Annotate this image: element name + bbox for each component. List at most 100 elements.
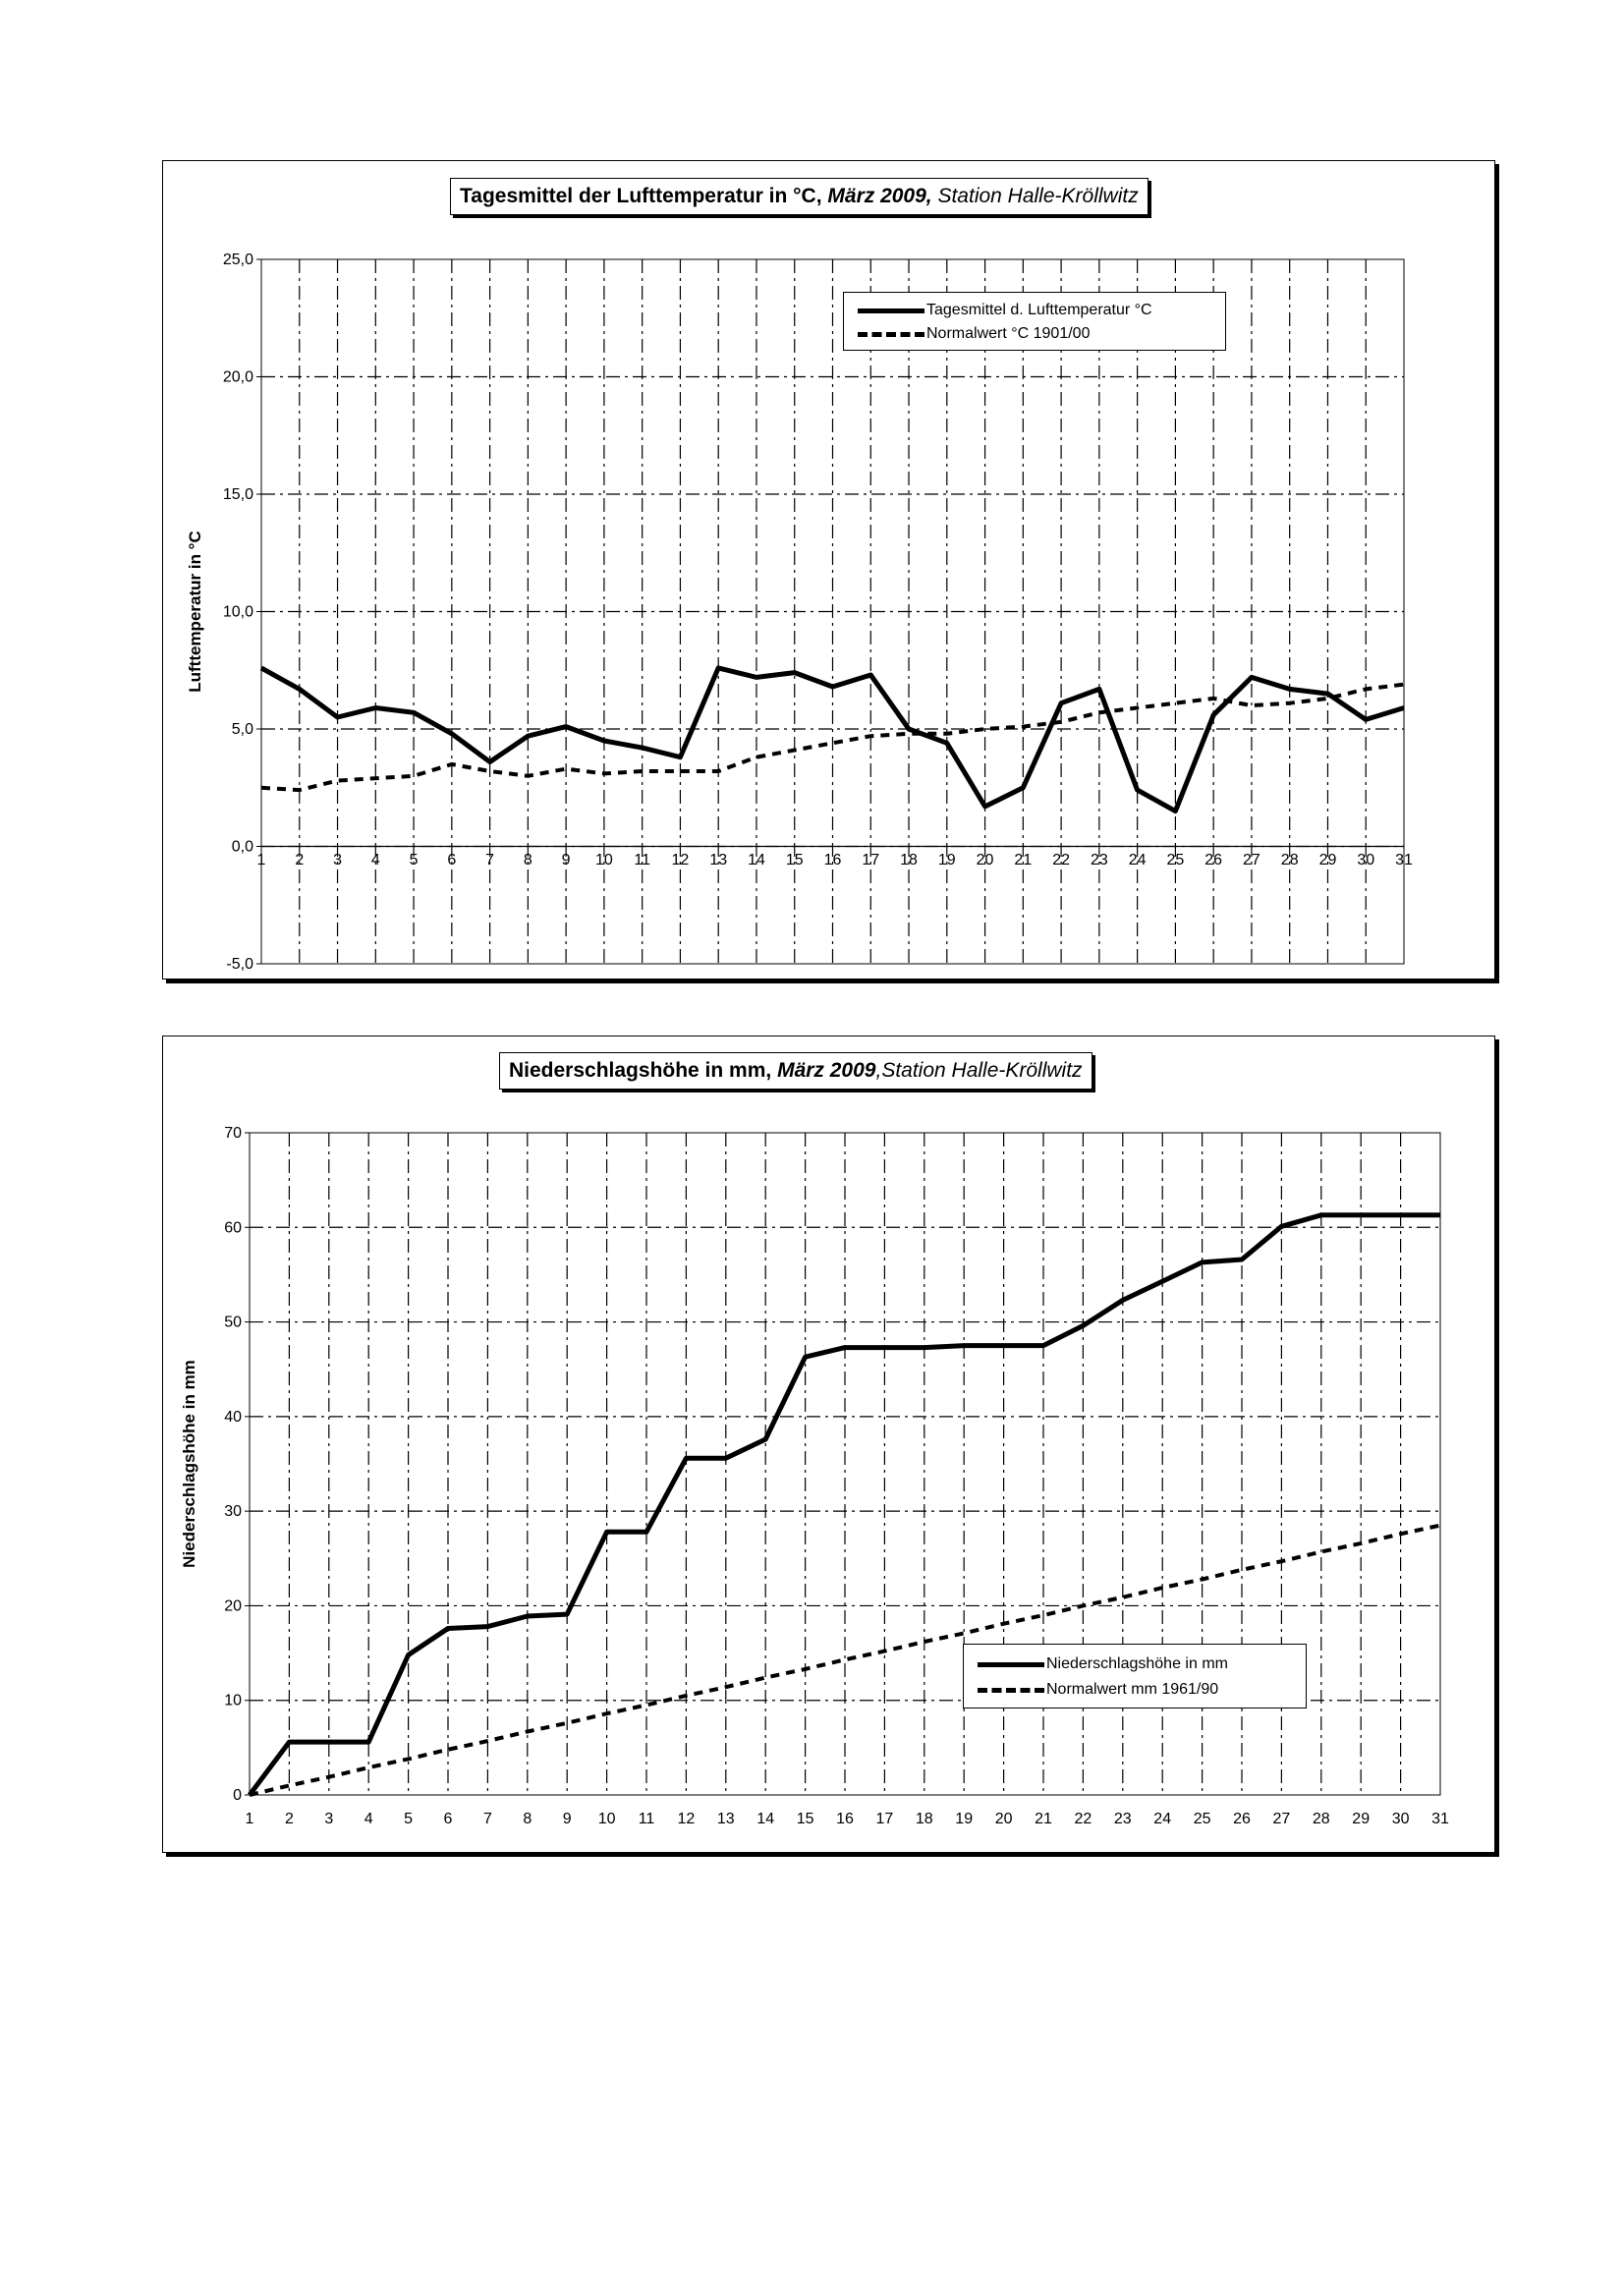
legend-entry-precipitation: Niederschlagshöhe in mm bbox=[964, 1652, 1228, 1676]
x-tick-label: 17 bbox=[862, 852, 879, 868]
precipitation-legend: Niederschlagshöhe in mm Normalwert mm 19… bbox=[963, 1644, 1307, 1708]
y-tick-label: 40 bbox=[224, 1409, 242, 1426]
x-tick-label: 29 bbox=[1352, 1811, 1370, 1827]
legend-swatch-dashed bbox=[978, 1687, 1044, 1693]
precipitation-title-main: Niederschlagshöhe in mm, bbox=[509, 1059, 778, 1082]
y-tick-label: 70 bbox=[224, 1125, 242, 1142]
x-tick-label: 4 bbox=[371, 852, 380, 868]
x-tick-label: 14 bbox=[756, 1811, 774, 1827]
y-tick-label: 25,0 bbox=[223, 252, 253, 268]
x-tick-label: 25 bbox=[1194, 1811, 1211, 1827]
legend-entry-temperature: Tagesmittel d. Lufttemperatur °C bbox=[844, 299, 1152, 322]
precipitation-chart-title: Niederschlagshöhe in mm, März 2009,Stati… bbox=[499, 1052, 1092, 1090]
legend-swatch-solid bbox=[858, 308, 924, 313]
x-tick-label: 12 bbox=[678, 1811, 696, 1827]
x-tick-label: 10 bbox=[598, 1811, 616, 1827]
x-tick-label: 9 bbox=[562, 852, 571, 868]
x-tick-label: 27 bbox=[1243, 852, 1260, 868]
temperature-legend: Tagesmittel d. Lufttemperatur °C Normalw… bbox=[843, 292, 1226, 351]
x-tick-label: 8 bbox=[524, 852, 532, 868]
x-tick-label: 8 bbox=[523, 1811, 532, 1827]
x-tick-label: 21 bbox=[1014, 852, 1032, 868]
y-tick-label: 20 bbox=[224, 1597, 242, 1614]
x-tick-label: 2 bbox=[295, 852, 304, 868]
x-tick-label: 7 bbox=[485, 852, 494, 868]
x-tick-label: 20 bbox=[995, 1811, 1013, 1827]
x-tick-label: 5 bbox=[410, 852, 419, 868]
x-tick-label: 5 bbox=[404, 1811, 413, 1827]
precipitation-title-month: März 2009 bbox=[777, 1059, 876, 1082]
y-axis-title: Niederschlagshöhe in mm bbox=[180, 1360, 198, 1568]
y-axis-title: Lufttemperatur in °C bbox=[186, 531, 204, 693]
y-tick-label: 10,0 bbox=[223, 604, 253, 621]
precipitation-title-station: ,Station Halle-Kröllwitz bbox=[875, 1059, 1083, 1082]
legend-swatch-solid bbox=[978, 1661, 1044, 1667]
temperature-line-chart: -5,00,05,010,015,020,025,01 2 3 4 5 6 7 8 9 10 11 1… bbox=[186, 252, 1413, 973]
legend-label-temperature: Tagesmittel d. Lufttemperatur °C bbox=[926, 302, 1152, 318]
measured-series-line bbox=[259, 665, 1405, 814]
x-tick-label: 23 bbox=[1091, 852, 1108, 868]
x-tick-label: 29 bbox=[1319, 852, 1337, 868]
x-tick-label: 7 bbox=[483, 1811, 492, 1827]
y-tick-label: 5,0 bbox=[232, 721, 253, 738]
x-tick-label: 31 bbox=[1431, 1811, 1449, 1827]
y-tick-label: 0 bbox=[233, 1787, 242, 1804]
x-tick-label: 10 bbox=[595, 852, 613, 868]
x-tick-label: 17 bbox=[876, 1811, 894, 1827]
legend-label-temperature-normal: Normalwert °C 1901/00 bbox=[926, 325, 1091, 342]
legend-entry-temperature-normal: Normalwert °C 1901/00 bbox=[844, 322, 1090, 346]
x-tick-label: 6 bbox=[447, 852, 456, 868]
x-tick-label: 12 bbox=[672, 852, 690, 868]
x-tick-label: 19 bbox=[938, 852, 956, 868]
y-tick-label: 30 bbox=[224, 1503, 242, 1520]
x-tick-label: 1 bbox=[246, 1811, 254, 1827]
x-tick-label: 2 bbox=[285, 1811, 294, 1827]
x-tick-label: 22 bbox=[1075, 1811, 1092, 1827]
x-tick-label: 4 bbox=[364, 1811, 373, 1827]
x-tick-label: 14 bbox=[748, 852, 765, 868]
x-tick-label: 20 bbox=[977, 852, 994, 868]
x-tick-label: 11 bbox=[639, 1811, 655, 1827]
measured-series-line bbox=[247, 1212, 1440, 1797]
x-tick-label: 15 bbox=[797, 1811, 814, 1827]
x-tick-label: 15 bbox=[786, 852, 804, 868]
temperature-chart-title: Tagesmittel der Lufttemperatur in °C, Mä… bbox=[450, 178, 1148, 215]
x-tick-label: 28 bbox=[1313, 1811, 1330, 1827]
y-tick-label: 60 bbox=[224, 1219, 242, 1236]
x-tick-label: 21 bbox=[1035, 1811, 1052, 1827]
y-tick-label: 10 bbox=[224, 1693, 242, 1709]
x-tick-label: 16 bbox=[836, 1811, 854, 1827]
x-tick-label: 11 bbox=[634, 852, 650, 868]
temperature-title-month: März 2009, bbox=[827, 185, 932, 207]
x-tick-label: 1 bbox=[257, 852, 266, 868]
x-tick-label: 18 bbox=[900, 852, 918, 868]
temperature-title-station: Station Halle-Kröllwitz bbox=[931, 185, 1139, 207]
x-tick-label: 13 bbox=[717, 1811, 735, 1827]
x-tick-label: 3 bbox=[324, 1811, 333, 1827]
x-tick-label: 30 bbox=[1392, 1811, 1410, 1827]
x-tick-label: 26 bbox=[1204, 852, 1222, 868]
normal-value-series-line bbox=[260, 682, 1405, 793]
legend-label-precipitation: Niederschlagshöhe in mm bbox=[1046, 1655, 1228, 1672]
x-tick-label: 3 bbox=[333, 852, 342, 868]
y-tick-label: 0,0 bbox=[232, 839, 253, 856]
x-tick-label: 24 bbox=[1153, 1811, 1171, 1827]
x-tick-label: 27 bbox=[1273, 1811, 1291, 1827]
x-tick-label: 16 bbox=[824, 852, 842, 868]
x-tick-label: 28 bbox=[1281, 852, 1299, 868]
x-tick-label: 24 bbox=[1129, 852, 1147, 868]
legend-label-precipitation-normal: Normalwert mm 1961/90 bbox=[1046, 1681, 1219, 1698]
temperature-chart-panel: Tagesmittel der Lufttemperatur in °C, Mä… bbox=[162, 160, 1495, 980]
temperature-title-main: Tagesmittel der Lufttemperatur in °C, bbox=[460, 185, 828, 207]
x-tick-label: 23 bbox=[1114, 1811, 1132, 1827]
x-tick-label: 13 bbox=[709, 852, 727, 868]
precipitation-chart-panel: Niederschlagshöhe in mm, März 2009,Stati… bbox=[162, 1036, 1495, 1853]
legend-entry-precipitation-normal: Normalwert mm 1961/90 bbox=[964, 1678, 1218, 1702]
y-tick-label: 15,0 bbox=[223, 486, 253, 503]
x-tick-label: 6 bbox=[444, 1811, 453, 1827]
x-tick-label: 30 bbox=[1357, 852, 1374, 868]
x-tick-label: 31 bbox=[1395, 852, 1413, 868]
x-tick-label: 19 bbox=[955, 1811, 973, 1827]
y-tick-label: -5,0 bbox=[226, 956, 253, 973]
